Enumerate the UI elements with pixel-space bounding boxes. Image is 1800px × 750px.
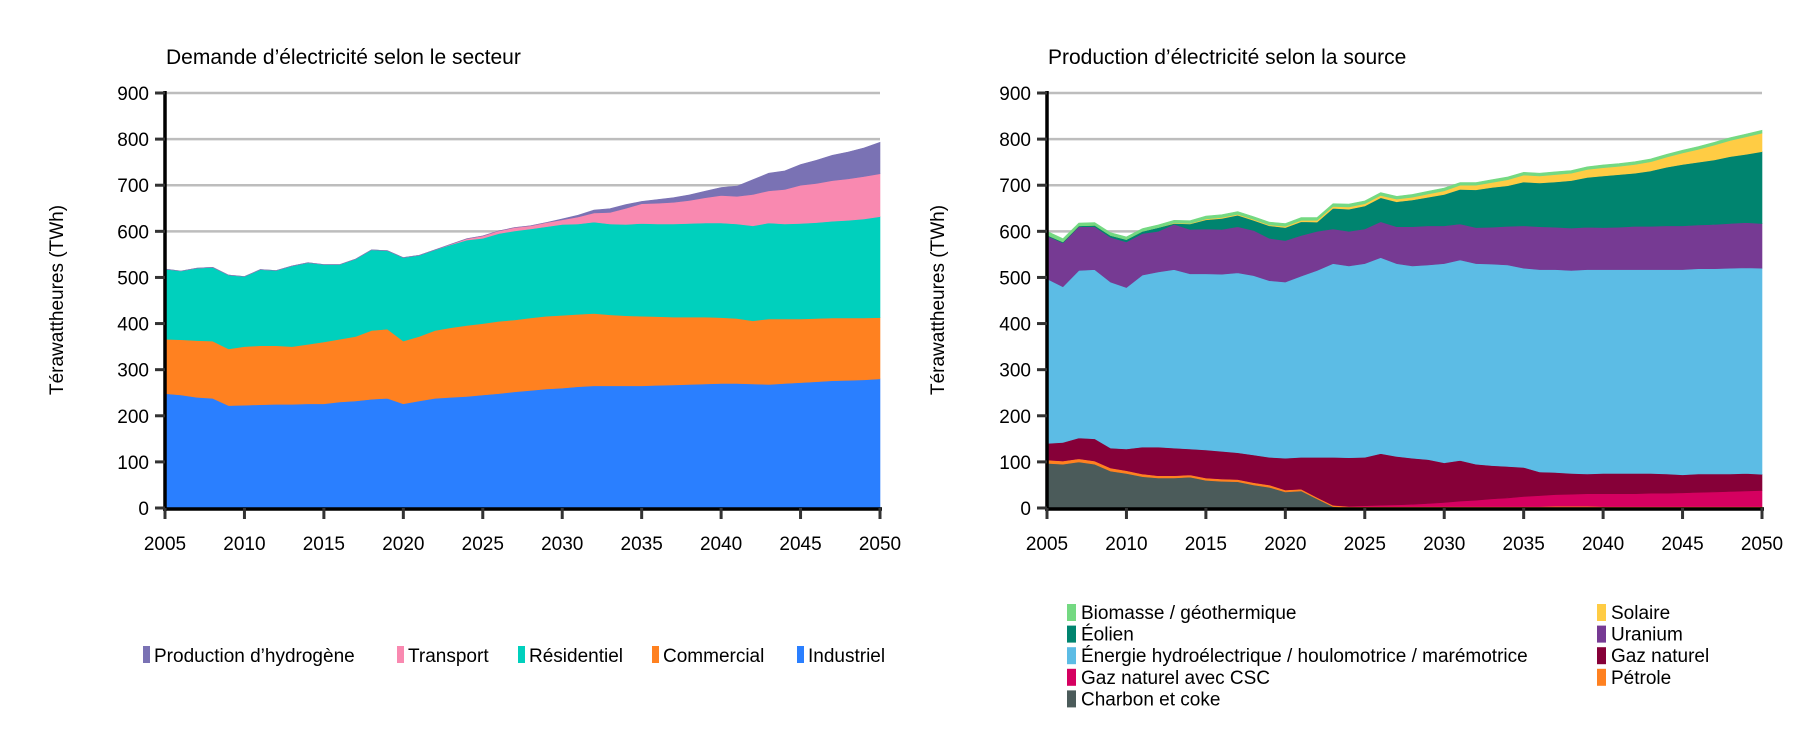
y-tick-label: 0: [1020, 499, 1031, 520]
x-tick-label: 2030: [541, 534, 583, 555]
legend-item: Charbon et coke: [1067, 689, 1220, 710]
y-tick-label: 300: [999, 361, 1031, 382]
y-tick-label: 100: [117, 453, 149, 474]
legend-item: Énergie hydroélectrique / houlomotrice /…: [1067, 646, 1528, 667]
x-tick-label: 2005: [144, 534, 186, 555]
x-tick-label: 2025: [1344, 534, 1386, 555]
x-tick-label: 2050: [859, 534, 901, 555]
y-tick-label: 600: [117, 222, 149, 243]
y-tick-label: 100: [999, 453, 1031, 474]
x-tick-label: 2020: [382, 534, 424, 555]
y-tick-label: 500: [999, 268, 1031, 289]
x-tick-label: 2040: [1582, 534, 1624, 555]
x-tick-label: 2005: [1026, 534, 1068, 555]
x-tick-label: 2020: [1264, 534, 1306, 555]
legend-label: Solaire: [1611, 603, 1670, 624]
area-series: [1046, 129, 1763, 243]
y-axis-label: Térawattheures (TWh): [47, 205, 68, 395]
legend-label: Uranium: [1611, 625, 1683, 646]
legend-item: Gaz naturel: [1597, 646, 1709, 667]
x-tick-label: 2040: [700, 534, 742, 555]
y-tick-label: 800: [117, 130, 149, 151]
legend-swatch: [1067, 647, 1076, 665]
legend-label: Résidentiel: [529, 646, 623, 667]
chart-title: Production d’électricité selon la source: [1048, 46, 1406, 69]
legend-item: Industriel: [797, 646, 885, 667]
legend-label: Commercial: [663, 646, 764, 667]
y-tick-label: 700: [999, 176, 1031, 197]
legend-label: Biomasse / géothermique: [1081, 603, 1296, 624]
y-tick-label: 0: [138, 499, 149, 520]
y-tick-label: 400: [999, 315, 1031, 336]
legend-label: Charbon et coke: [1081, 689, 1220, 710]
x-tick-label: 2035: [621, 534, 663, 555]
area-series: [1046, 257, 1763, 476]
legend-swatch: [1067, 625, 1076, 643]
y-tick-label: 500: [117, 268, 149, 289]
legend-item: Transport: [397, 646, 489, 667]
y-axis-label: Térawattheures (TWh): [928, 205, 949, 395]
legend-swatch: [1067, 668, 1076, 686]
y-tick-label: 900: [117, 84, 149, 105]
legend-item: Résidentiel: [518, 646, 623, 667]
legend-label: Industriel: [808, 646, 885, 667]
area-series: [164, 141, 881, 277]
legend-label: Pétrole: [1611, 668, 1671, 689]
x-tick-label: 2045: [779, 534, 821, 555]
legend-item: Uranium: [1597, 625, 1683, 646]
legend-item: Pétrole: [1597, 668, 1671, 689]
demand-chart: Demande d’électricité selon le secteur T…: [47, 46, 901, 555]
legend-swatch: [518, 646, 525, 663]
legend-label: Production d’hydrogène: [154, 646, 355, 667]
y-tick-label: 400: [117, 315, 149, 336]
y-tick-label: 700: [117, 176, 149, 197]
legend-swatch: [1597, 647, 1606, 665]
x-tick-label: 2045: [1661, 534, 1703, 555]
y-tick-label: 900: [999, 84, 1031, 105]
legend-label: Transport: [408, 646, 489, 667]
legend-swatch: [652, 646, 659, 663]
legend-item: Commercial: [652, 646, 764, 667]
x-tick-label: 2010: [1105, 534, 1147, 555]
legend-demand: Production d’hydrogène Transport Résidenti…: [143, 646, 885, 667]
y-tick-label: 200: [117, 407, 149, 428]
x-tick-label: 2015: [1185, 534, 1227, 555]
y-tick-label: 300: [117, 361, 149, 382]
legend-swatch: [797, 646, 804, 663]
legend-label: Gaz naturel: [1611, 646, 1709, 667]
legend-swatch: [1067, 690, 1076, 708]
y-tick-label: 800: [999, 130, 1031, 151]
legend-swatch: [397, 646, 404, 663]
y-tick-label: 200: [999, 407, 1031, 428]
legend-item: Biomasse / géothermique: [1067, 603, 1296, 624]
legend-swatch: [1067, 604, 1076, 621]
legend-item: Gaz naturel avec CSC: [1067, 668, 1270, 689]
x-tick-label: 2030: [1423, 534, 1465, 555]
chart-title: Demande d’électricité selon le secteur: [166, 46, 521, 69]
y-tick-label: 600: [999, 222, 1031, 243]
legend-swatch: [1597, 625, 1606, 643]
x-tick-label: 2015: [303, 534, 345, 555]
x-tick-label: 2050: [1741, 534, 1783, 555]
legend-label: Éolien: [1081, 625, 1134, 646]
legend-swatch: [1597, 668, 1606, 686]
legend-swatch: [143, 646, 150, 663]
legend-label: Gaz naturel avec CSC: [1081, 668, 1270, 689]
legend-swatch: [1597, 604, 1606, 621]
production-chart: Production d’électricité selon la source…: [928, 46, 1783, 555]
x-tick-label: 2035: [1503, 534, 1545, 555]
legend-item: Éolien: [1067, 625, 1134, 646]
legend-item: Solaire: [1597, 603, 1670, 624]
x-tick-label: 2025: [462, 534, 504, 555]
legend-item: Production d’hydrogène: [143, 646, 355, 667]
legend-label: Énergie hydroélectrique / houlomotrice /…: [1081, 646, 1528, 667]
x-tick-label: 2010: [223, 534, 265, 555]
